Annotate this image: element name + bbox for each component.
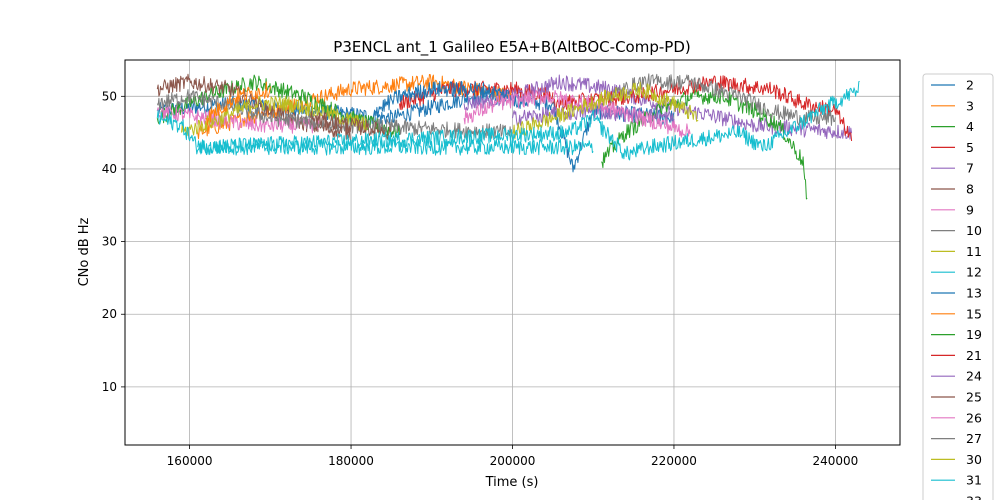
- series-layer: [156, 73, 860, 200]
- x-tick-label: 240000: [813, 454, 859, 468]
- legend-label-15: 15: [966, 306, 982, 321]
- series-line-31: [156, 80, 860, 161]
- legend: 2 3 4 5 7 8 9 10 11 12 13 15 19 21 24 25 26 27 30 31 33: [922, 73, 994, 500]
- series-line-25: [310, 110, 392, 140]
- legend-label-11: 11: [966, 244, 982, 259]
- x-tick-label: 180000: [328, 454, 374, 468]
- grid: [125, 60, 900, 445]
- legend-label-13: 13: [966, 286, 982, 301]
- legend-label-4: 4: [966, 119, 974, 134]
- legend-label-8: 8: [966, 182, 974, 197]
- series-line-26: [463, 89, 691, 139]
- x-tick-label: 160000: [167, 454, 213, 468]
- legend-label-24: 24: [966, 369, 982, 384]
- legend-frame: [922, 73, 994, 500]
- y-axis: 10 20 30 40 50: [102, 89, 125, 394]
- x-tick-label: 200000: [490, 454, 536, 468]
- legend-label-25: 25: [966, 390, 982, 405]
- legend-label-7: 7: [966, 161, 974, 176]
- series-line-3: [197, 74, 513, 140]
- legend-label-31: 31: [966, 473, 982, 488]
- y-tick-label: 40: [102, 162, 117, 176]
- series-line-9: [156, 104, 320, 134]
- legend-label-9: 9: [966, 202, 974, 217]
- y-tick-label: 30: [102, 235, 117, 249]
- legend-label-3: 3: [966, 98, 974, 113]
- series-line-2: [156, 89, 675, 173]
- x-axis-label: Time (s): [485, 475, 539, 490]
- legend-label-33: 33: [966, 494, 982, 500]
- chart-title: P3ENCL ant_1 Galileo E5A+B(AltBOC-Comp-P…: [333, 38, 690, 57]
- series-line-19: [600, 88, 808, 200]
- legend-label-5: 5: [966, 140, 974, 155]
- series-line-30: [512, 81, 699, 140]
- y-axis-label: CNo dB Hz: [77, 217, 92, 286]
- series-line-10: [156, 89, 513, 140]
- y-tick-label: 20: [102, 307, 117, 321]
- legend-label-19: 19: [966, 327, 982, 342]
- x-tick-label: 220000: [651, 454, 697, 468]
- legend-label-30: 30: [966, 452, 982, 467]
- legend-label-2: 2: [966, 78, 974, 93]
- series-line-15: [205, 81, 271, 126]
- series-line-4: [156, 74, 400, 138]
- y-tick-label: 50: [102, 89, 117, 103]
- legend-label-27: 27: [966, 431, 982, 446]
- legend-label-21: 21: [966, 348, 982, 363]
- series-line-11: [181, 95, 368, 138]
- legend-label-26: 26: [966, 410, 982, 425]
- series-line-13: [374, 80, 513, 118]
- y-tick-label: 10: [102, 380, 117, 394]
- legend-label-10: 10: [966, 223, 982, 238]
- legend-label-12: 12: [966, 265, 982, 280]
- x-axis: 160000 180000 200000 220000 240000: [167, 445, 859, 468]
